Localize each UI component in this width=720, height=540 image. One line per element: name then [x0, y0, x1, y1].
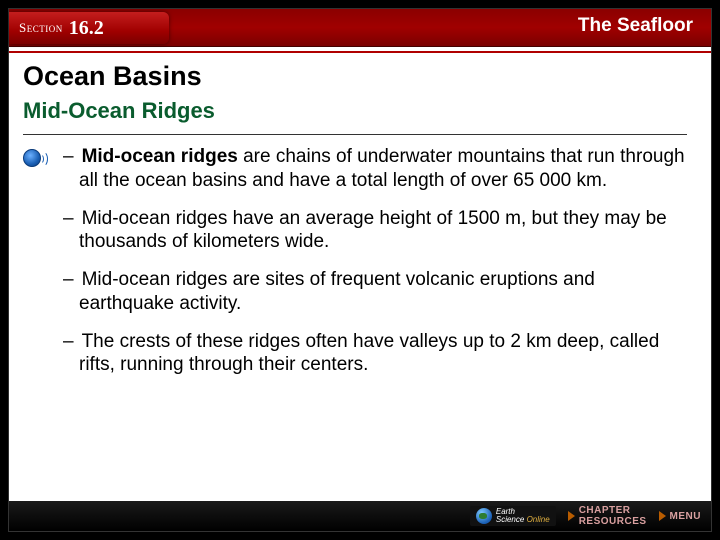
menu-label: MENU: [670, 511, 701, 522]
bullet-item: –Mid-ocean ridges are chains of underwat…: [23, 145, 687, 193]
menu-button[interactable]: MENU: [659, 511, 701, 522]
earth-science-online-button[interactable]: Earth Science Online: [470, 506, 556, 526]
chapter-resources-button[interactable]: CHAPTER RESOURCES: [568, 505, 647, 527]
bullet-item: –Mid-ocean ridges are sites of frequent …: [23, 268, 687, 316]
chapter-title: The Seafloor: [578, 15, 693, 37]
bullet-text: –Mid-ocean ridges have an average height…: [73, 207, 687, 255]
bullet-text: –Mid-ocean ridges are chains of underwat…: [73, 145, 687, 193]
bullet-spacer: [23, 330, 47, 350]
content-area: Ocean Basins Mid-Ocean Ridges –Mid-ocean…: [9, 53, 711, 377]
bullet-list: –Mid-ocean ridges are chains of underwat…: [23, 145, 687, 377]
bullet-text: –The crests of these ridges often have v…: [73, 330, 687, 378]
bullet-spacer: [23, 268, 47, 288]
section-tab: Section 16.2: [9, 12, 169, 44]
globe-icon: [476, 508, 492, 524]
audio-icon[interactable]: [23, 148, 47, 168]
triangle-icon: [568, 511, 575, 521]
slide-frame: Section 16.2 The Seafloor Ocean Basins M…: [8, 8, 712, 532]
bullet-text: –Mid-ocean ridges are sites of frequent …: [73, 268, 687, 316]
bullet-spacer: [23, 207, 47, 227]
bullet-item: –Mid-ocean ridges have an average height…: [23, 207, 687, 255]
footer-bar: Earth Science Online CHAPTER RESOURCES M…: [9, 501, 711, 531]
page-title: Ocean Basins: [23, 61, 687, 92]
page-subtitle: Mid-Ocean Ridges: [23, 98, 687, 124]
bullet-item: –The crests of these ridges often have v…: [23, 330, 687, 378]
header-bar: Section 16.2 The Seafloor: [9, 9, 711, 47]
title-divider: [23, 134, 687, 135]
chapter-resources-label: CHAPTER RESOURCES: [579, 505, 647, 527]
section-number: 16.2: [69, 17, 104, 40]
earth-online-label: Earth Science Online: [496, 508, 550, 524]
section-word: Section: [19, 20, 63, 36]
triangle-icon: [659, 511, 666, 521]
